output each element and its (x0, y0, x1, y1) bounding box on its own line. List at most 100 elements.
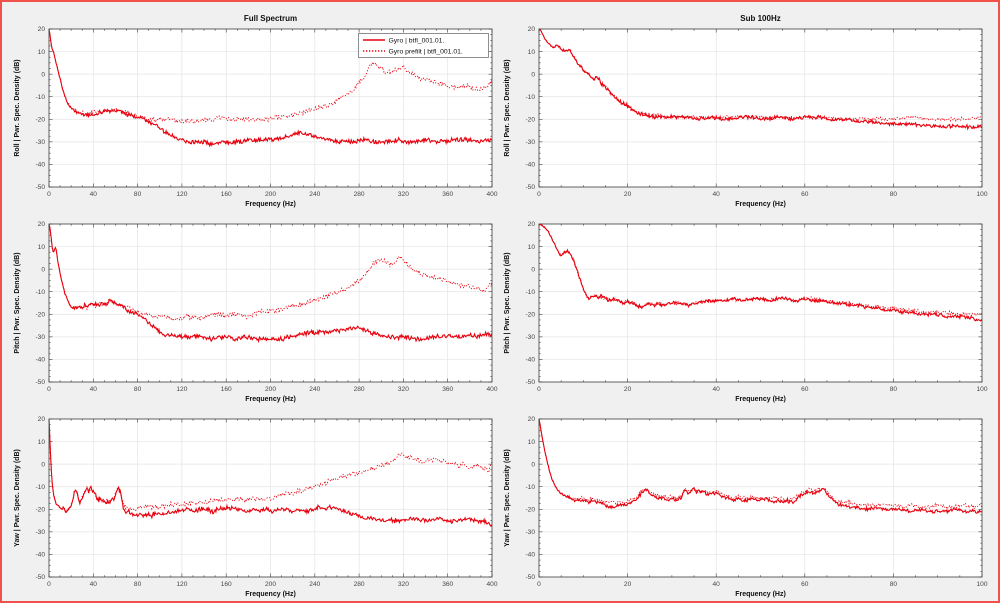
y-axis-label: Pitch | Pwr. Spec. Density (dB) (504, 252, 511, 353)
x-tick-label: 120 (176, 191, 187, 198)
x-tick-label: 0 (537, 581, 541, 588)
y-axis-label: Yaw | Pwr. Spec. Density (dB) (504, 449, 511, 547)
series-group (49, 419, 492, 527)
x-tick-label: 360 (442, 581, 453, 588)
x-tick-label: 80 (890, 386, 898, 393)
y-tick-label: -30 (525, 139, 535, 146)
x-axis-label: Frequency (Hz) (245, 396, 296, 403)
x-tick-label: 240 (309, 581, 320, 588)
y-tick-label: -30 (35, 139, 45, 146)
y-tick-label: -40 (525, 162, 535, 169)
x-tick-label: 0 (537, 386, 541, 393)
axis-box (48, 418, 493, 578)
x-tick-label: 240 (309, 386, 320, 393)
legend-label: Gyro prefilt | btfl_001.01. (389, 48, 463, 55)
y-tick-label: 10 (528, 244, 536, 251)
y-tick-label: -50 (525, 574, 535, 581)
chart-title: Full Spectrum (244, 14, 297, 23)
plot-area (539, 224, 982, 382)
y-tick-label: 20 (528, 221, 536, 228)
series-gyro (539, 29, 982, 131)
y-tick-label: 10 (528, 49, 536, 56)
y-tick-label: -40 (35, 552, 45, 559)
series-gyro-prefilt (539, 29, 982, 123)
y-tick-label: -20 (525, 311, 535, 318)
x-tick-label: 60 (801, 581, 809, 588)
y-tick-label: -10 (525, 289, 535, 296)
series-group (539, 29, 982, 131)
x-tick-label: 120 (176, 386, 187, 393)
x-tick-label: 40 (90, 191, 98, 198)
x-tick-label: 100 (976, 191, 987, 198)
y-tick-label: -20 (525, 116, 535, 123)
y-tick-label: -40 (525, 552, 535, 559)
y-tick-label: -30 (35, 529, 45, 536)
series-group (49, 29, 492, 148)
series-group (539, 419, 982, 515)
legend-label: Gyro | btfl_001.01. (389, 37, 445, 44)
y-tick-label: -10 (35, 289, 45, 296)
x-tick-label: 280 (354, 386, 365, 393)
x-tick-label: 60 (801, 191, 809, 198)
series-gyro-prefilt (49, 29, 492, 125)
x-tick-label: 320 (398, 581, 409, 588)
series-group (49, 224, 492, 344)
y-tick-label: 10 (38, 49, 46, 56)
x-tick-label: 400 (486, 386, 497, 393)
legend[interactable]: Gyro | btfl_001.01. Gyro prefilt | btfl_0… (358, 33, 489, 58)
x-tick-label: 40 (713, 191, 721, 198)
x-tick-label: 20 (624, 386, 632, 393)
x-tick-label: 240 (309, 191, 320, 198)
series-gyro (539, 224, 982, 322)
x-tick-label: 40 (90, 386, 98, 393)
series-gyro (49, 224, 492, 344)
legend-box (358, 33, 489, 58)
x-tick-label: 0 (47, 191, 51, 198)
y-tick-label: -50 (35, 379, 45, 386)
x-axis-label: Frequency (Hz) (735, 396, 786, 403)
x-tick-label: 80 (134, 386, 142, 393)
x-tick-label: 160 (221, 581, 232, 588)
y-axis-label: Roll | Pwr. Spec. Density (dB) (14, 59, 21, 156)
series-group (539, 224, 982, 322)
y-tick-label: -50 (525, 379, 535, 386)
x-axis-label: Frequency (Hz) (735, 201, 786, 208)
y-tick-label: -40 (35, 162, 45, 169)
y-tick-label: -30 (35, 334, 45, 341)
y-tick-label: 10 (528, 439, 536, 446)
x-tick-label: 0 (537, 191, 541, 198)
x-tick-label: 60 (801, 386, 809, 393)
y-tick-label: 0 (531, 266, 535, 273)
x-tick-label: 20 (624, 581, 632, 588)
y-tick-label: -30 (525, 334, 535, 341)
y-tick-label: -10 (35, 94, 45, 101)
x-tick-label: 280 (354, 191, 365, 198)
y-axis-label: Yaw | Pwr. Spec. Density (dB) (14, 449, 21, 547)
x-tick-label: 400 (486, 191, 497, 198)
series-gyro-prefilt (49, 224, 492, 322)
y-tick-label: -10 (525, 94, 535, 101)
plot-area (539, 29, 982, 187)
y-tick-label: 20 (38, 221, 46, 228)
x-tick-label: 40 (90, 581, 98, 588)
y-tick-label: -30 (525, 529, 535, 536)
x-tick-label: 200 (265, 581, 276, 588)
x-tick-label: 200 (265, 386, 276, 393)
x-tick-label: 0 (47, 386, 51, 393)
x-tick-label: 0 (47, 581, 51, 588)
x-tick-label: 40 (713, 581, 721, 588)
x-tick-label: 100 (976, 581, 987, 588)
axis-box (538, 28, 983, 188)
series-gyro (539, 419, 982, 515)
axis-box (48, 223, 493, 383)
x-tick-label: 100 (976, 386, 987, 393)
x-tick-label: 80 (134, 191, 142, 198)
y-tick-label: 0 (41, 71, 45, 78)
axis-box (48, 28, 493, 188)
axis-box (538, 223, 983, 383)
